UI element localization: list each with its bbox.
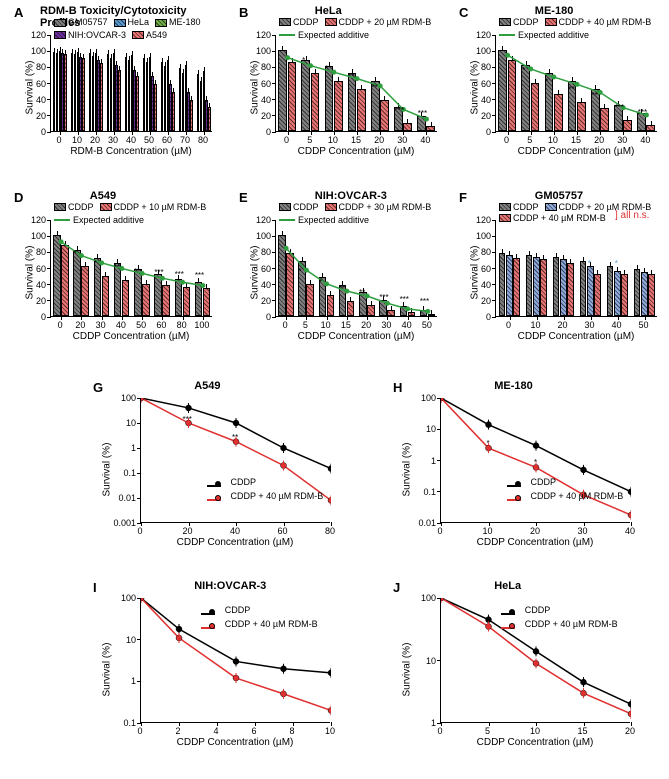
panel-J: JHeLa11010005101520Survival (%)CDDP Conc…	[385, 580, 645, 755]
panel-A: ARDM-B Toxicity/Cytotoxicity Profiles020…	[10, 5, 220, 160]
panel-G: GA549*****0.0010.010.1110100020406080Sur…	[85, 380, 345, 555]
panel-I: INIH:OVCAR-30.11101000246810Survival (%)…	[85, 580, 345, 755]
panel-C: CME-180************020406080100120Surviv…	[455, 5, 665, 160]
panel-B: BHeLa************020406080100120Survival…	[235, 5, 445, 160]
panel-H: HME-180**0.010.1110100010203040Survival …	[385, 380, 645, 555]
panel-E: ENIH:OVCAR-3***************0204060801001…	[235, 190, 445, 345]
panel-F: FGM05757**020406080100120Survival (%)CDD…	[455, 190, 665, 345]
panel-D: DA549***************020406080100120Survi…	[10, 190, 220, 345]
